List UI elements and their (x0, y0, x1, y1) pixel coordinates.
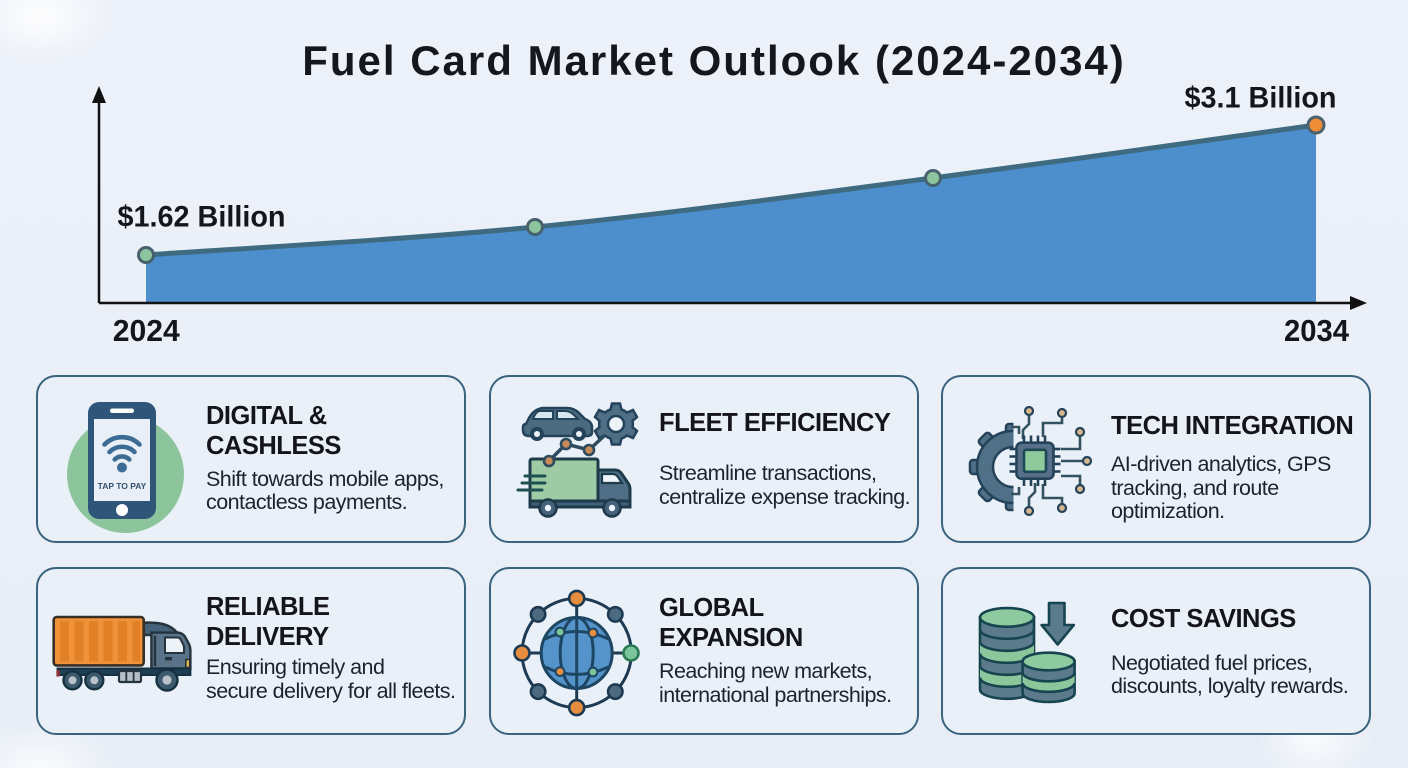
svg-text:$1.62 Billion: $1.62 Billion (118, 200, 286, 233)
svg-text:2024: 2024 (113, 313, 181, 348)
svg-text:$3.1 Billion: $3.1 Billion (1185, 82, 1337, 115)
svg-text:TAP TO PAY: TAP TO PAY (98, 481, 147, 491)
svg-text:2034: 2034 (1284, 313, 1350, 348)
